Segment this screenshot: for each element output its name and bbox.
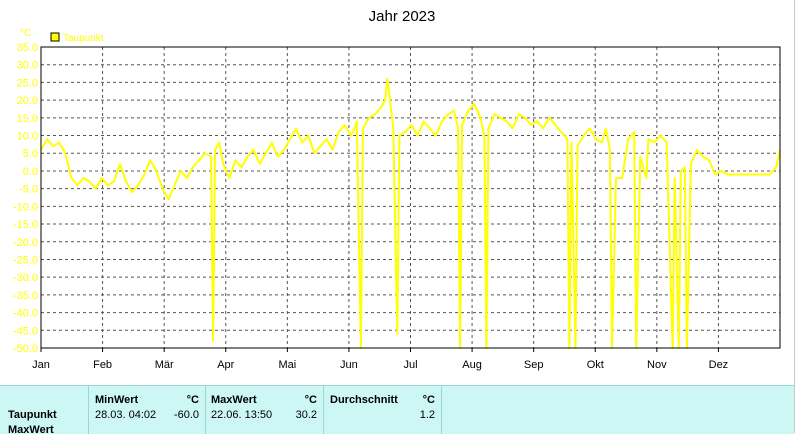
y-axis-ticks: 35.0 30.0 25.0 20.0 15.0 10.0 5.0 0.0 -5.0 -10.0 -… [13, 42, 38, 355]
y-tick-label: -30.0 [13, 272, 38, 284]
x-tick-label: Jun [340, 359, 358, 371]
x-tick-label: Mai [278, 359, 296, 371]
legend-label: Taupunkt [63, 33, 104, 44]
avg-unit: °C [422, 394, 435, 406]
max-header: MaxWert [211, 394, 257, 406]
series-layer [40, 77, 781, 349]
legend-swatch [50, 32, 60, 42]
y-tick-label: 15.0 [17, 113, 38, 125]
x-tick-label: Jul [403, 359, 417, 371]
min-column: MinWert °C 28.03. 04:02 -60.0 [88, 386, 206, 434]
y-tick-label: 0.0 [23, 166, 38, 178]
max-unit: °C [304, 394, 317, 406]
min-header: MinWert [95, 394, 139, 406]
x-tick-label: Jan [32, 359, 50, 371]
max-time: 22.06. 13:50 [211, 409, 273, 421]
min-time: 28.03. 04:02 [95, 409, 157, 421]
avg-column: Durchschnitt °C 1.2 [324, 386, 442, 434]
chart-title: Jahr 2023 [369, 8, 436, 25]
min-value: -60.0 [173, 409, 199, 421]
y-tick-label: 10.0 [17, 131, 38, 143]
avg-header: Durchschnitt [330, 394, 398, 406]
y-tick-label: -50.0 [13, 343, 38, 355]
max-column: MaxWert °C 22.06. 13:50 30.2 [205, 386, 324, 434]
x-tick-label: Feb [93, 359, 112, 371]
series-line-taupunkt [40, 77, 781, 349]
background-window-edge [794, 0, 810, 433]
x-tick-label: Sep [524, 359, 544, 371]
y-tick-label: 20.0 [17, 95, 38, 107]
y-tick-label: 30.0 [17, 60, 38, 72]
x-tick-label: Okt [587, 359, 604, 371]
y-tick-label: -45.0 [13, 325, 38, 337]
grid [41, 47, 780, 348]
plot-frame [40, 46, 781, 349]
statistics-table: Taupunkt MaxWert MinWert °C 28.03. 04:02… [0, 385, 794, 436]
x-tick-label: Mär [155, 359, 174, 371]
y-tick-label: -35.0 [13, 290, 38, 302]
y-tick-label: -15.0 [13, 219, 38, 231]
y-tick-label: 35.0 [17, 42, 38, 54]
y-unit-label: °C [20, 28, 31, 39]
y-tick-label: 5.0 [23, 148, 38, 160]
y-tick-label: -5.0 [19, 184, 38, 196]
y-tick-label: -25.0 [13, 254, 38, 266]
y-tick-label: 25.0 [17, 77, 38, 89]
y-tick-label: -10.0 [13, 201, 38, 213]
x-tick-label: Nov [647, 359, 667, 371]
min-unit: °C [186, 394, 199, 406]
y-tick-label: -20.0 [13, 237, 38, 249]
x-tick-label: Aug [462, 359, 482, 371]
x-axis-ticks: Jan Feb Mär Apr Mai Jun Jul Aug Sep Okt Nov Dez [32, 348, 728, 371]
x-tick-label: Dez [709, 359, 729, 371]
y-tick-label: -40.0 [13, 308, 38, 320]
stats-row-label: Taupunkt [8, 409, 57, 421]
max-value: 30.2 [295, 409, 317, 421]
avg-value: 1.2 [419, 409, 435, 421]
x-tick-label: Apr [217, 359, 234, 371]
chart-area: Jahr 2023 °C Taupunkt 35.0 30.0 25.0 20.0 15… [12, 8, 781, 371]
stats-row-label-2: MaxWert [8, 424, 54, 436]
